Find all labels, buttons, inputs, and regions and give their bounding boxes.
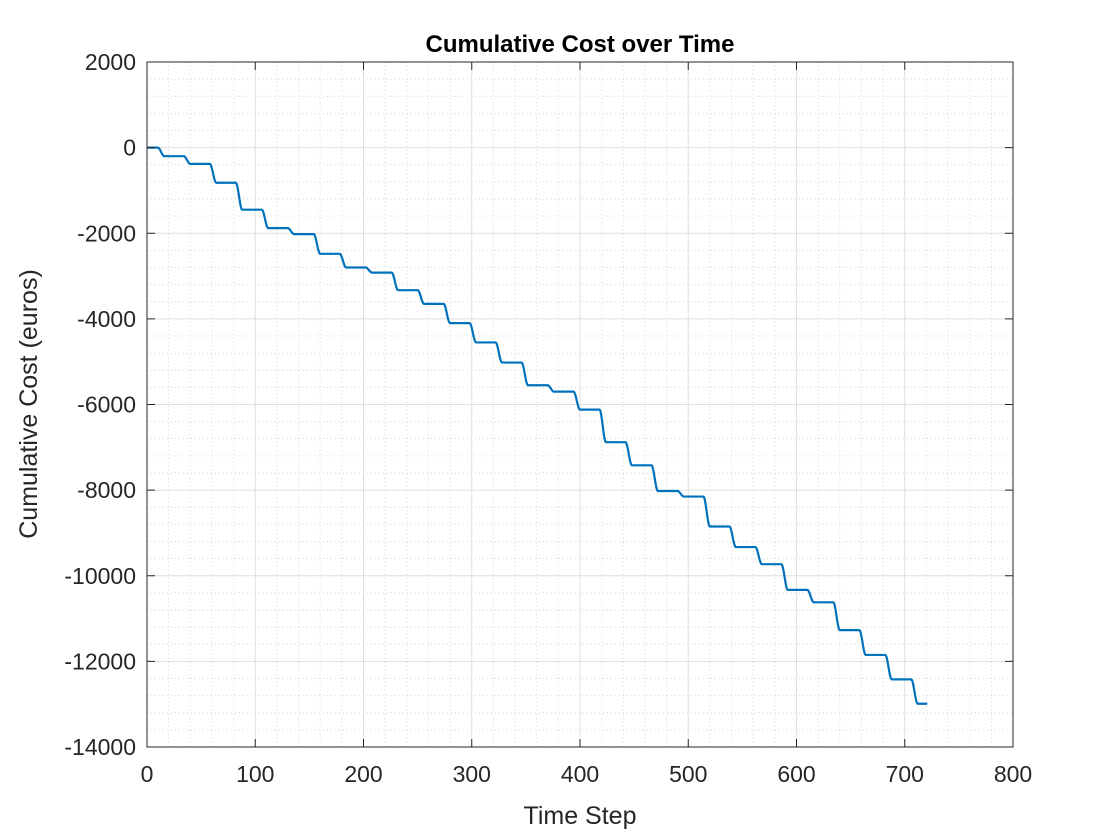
- y-tick-label: -2000: [77, 220, 136, 246]
- x-tick-label: 100: [236, 761, 274, 787]
- y-tick-label: -12000: [64, 648, 136, 674]
- chart-title: Cumulative Cost over Time: [426, 31, 735, 58]
- series-layer: [146, 146, 928, 705]
- series-line: [146, 146, 928, 705]
- x-tick-labels: 0 100 200 300 400 500 600 700 800: [141, 761, 1033, 787]
- x-tick-label: 800: [994, 761, 1032, 787]
- x-tick-label: 600: [777, 761, 815, 787]
- x-tick-label: 300: [453, 761, 491, 787]
- y-tick-label: -10000: [64, 563, 136, 589]
- x-tick-label: 700: [886, 761, 924, 787]
- tick-marks: [146, 61, 1014, 748]
- y-tick-labels: -14000 -12000 -10000 -8000 -6000 -4000 -2000 0 2…: [64, 49, 136, 760]
- y-axis-label: Cumulative Cost (euros): [15, 269, 43, 539]
- y-tick-label: -14000: [64, 734, 136, 760]
- x-tick-label: 500: [669, 761, 707, 787]
- y-tick-label: 2000: [85, 49, 136, 75]
- x-axis-label: Time Step: [523, 802, 636, 830]
- y-tick-label: -6000: [77, 392, 136, 418]
- x-tick-label: 400: [561, 761, 599, 787]
- y-tick-label: -8000: [77, 477, 136, 503]
- y-tick-label: 0: [123, 135, 136, 161]
- x-tick-label: 0: [141, 761, 154, 787]
- y-tick-label: -4000: [77, 306, 136, 332]
- x-tick-label: 200: [344, 761, 382, 787]
